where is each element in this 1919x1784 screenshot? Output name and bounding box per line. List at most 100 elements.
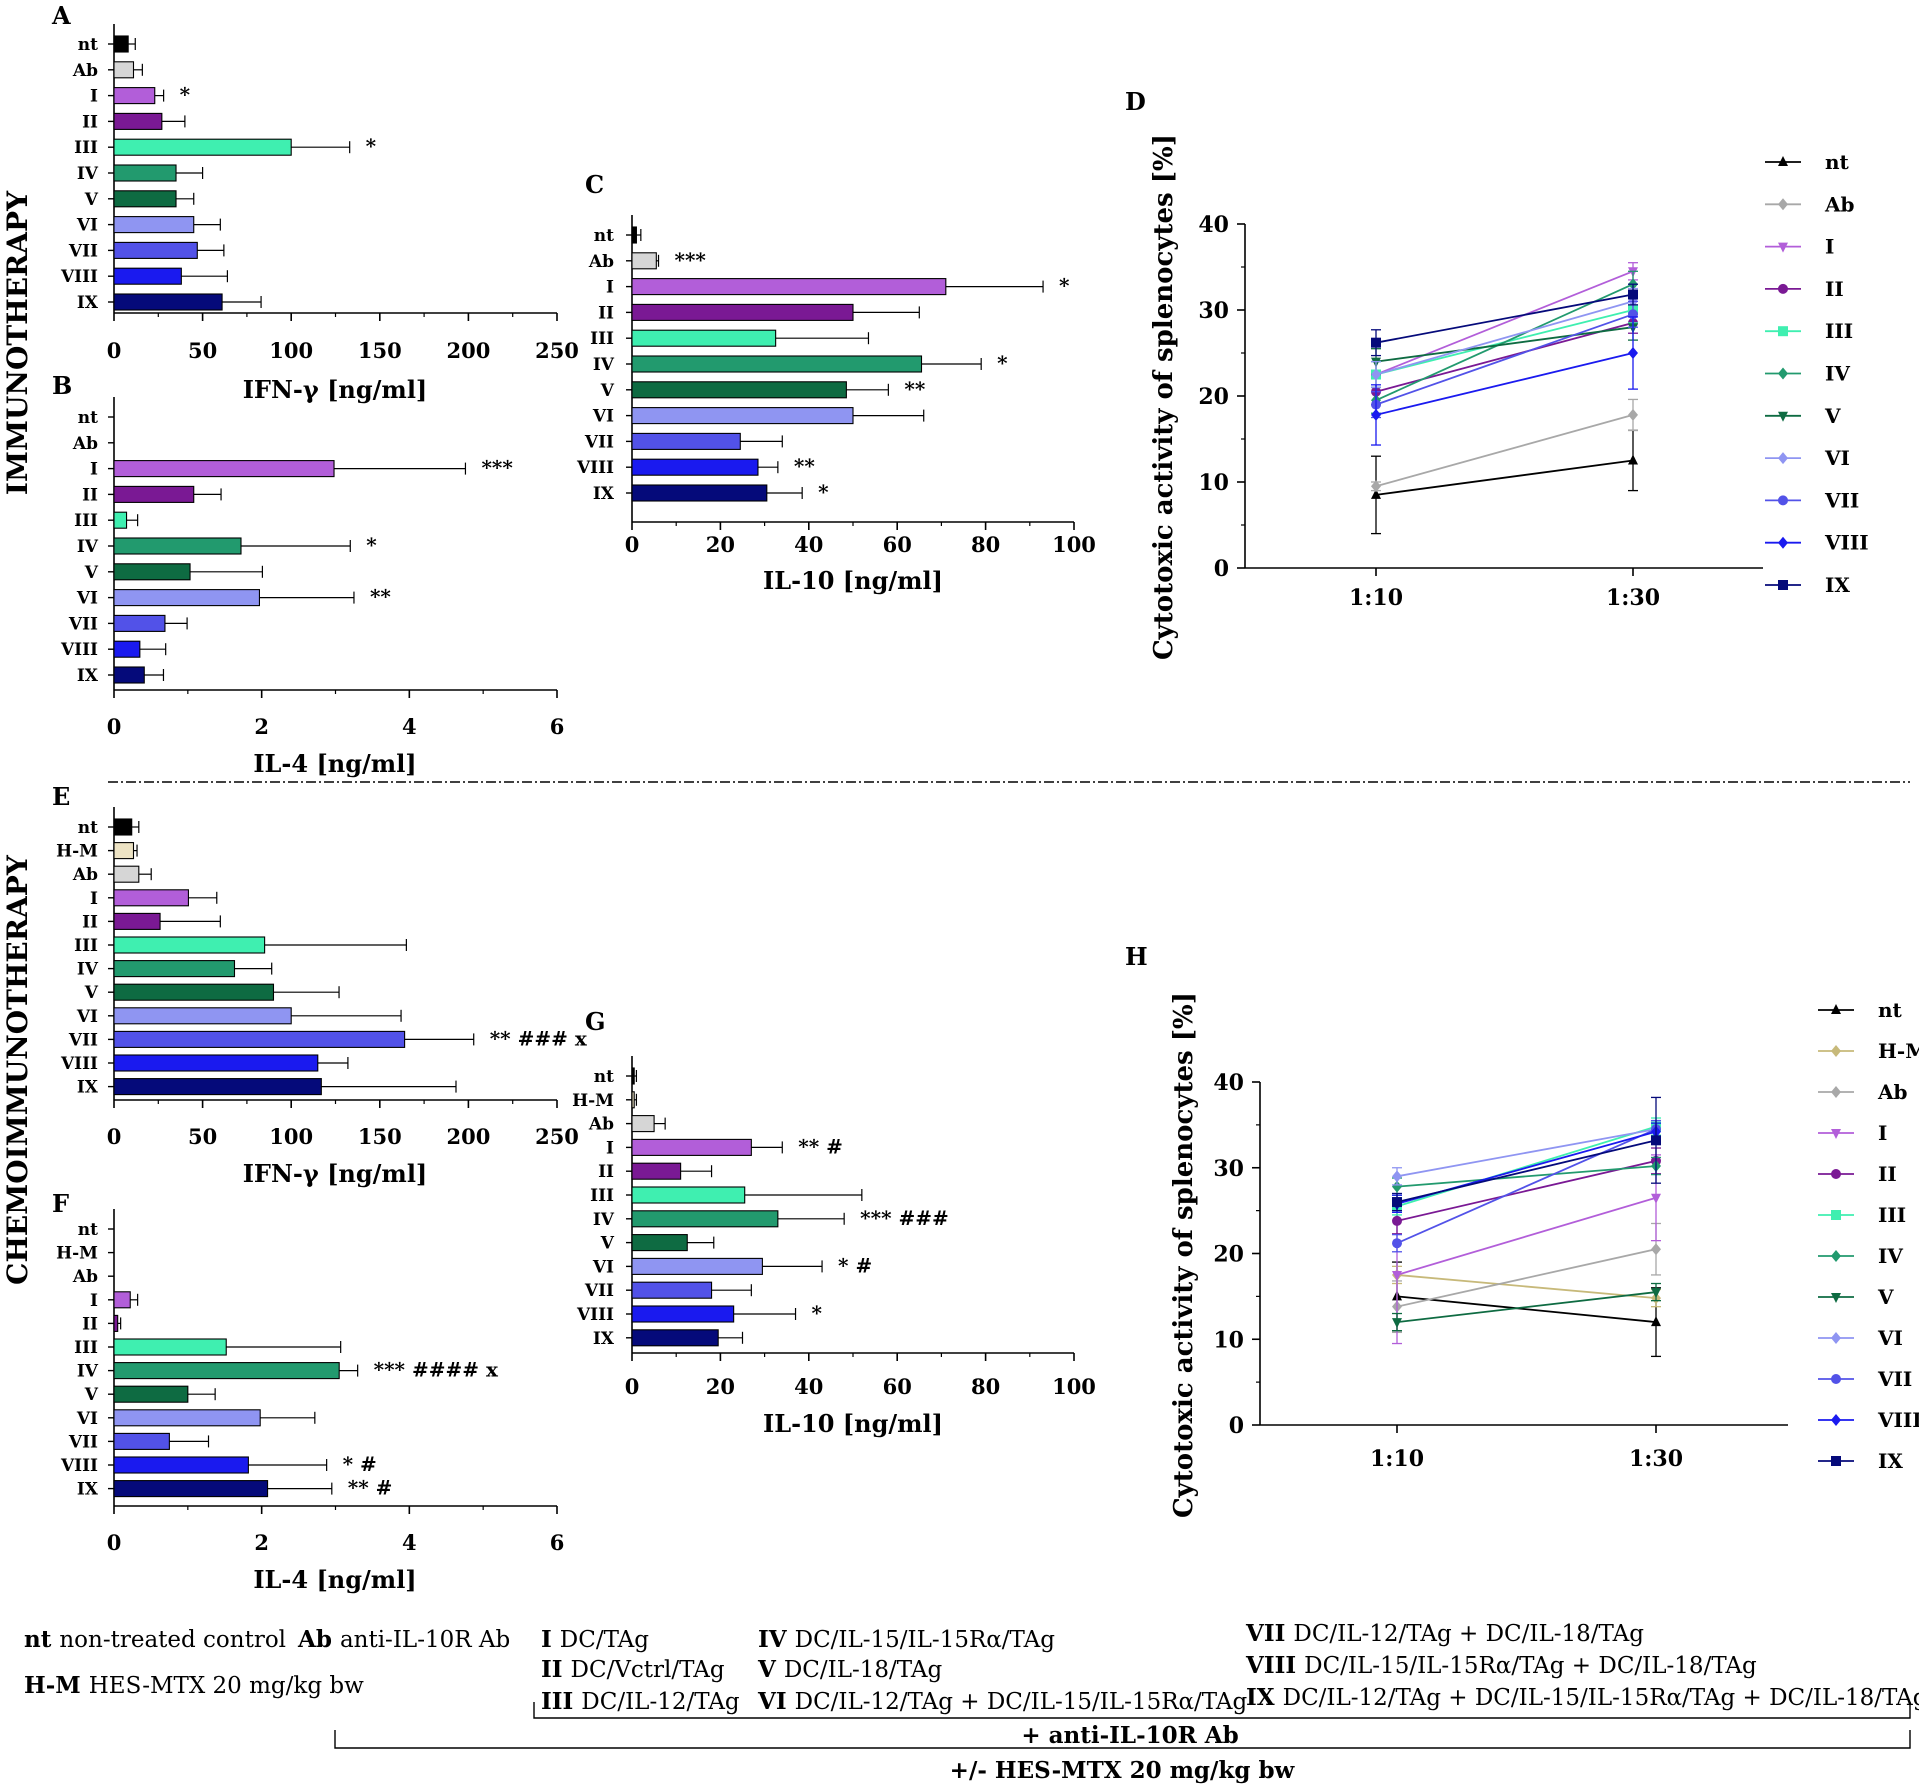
data-point-D-VIII [1628,347,1638,359]
category-label-C: VI [592,407,614,427]
bar-G-IX [631,1329,719,1347]
bar-C-VI [631,407,854,425]
legend-marker-H [1831,1456,1841,1466]
series-line-D-Ab [1375,414,1634,488]
bar-E-IV [113,960,236,978]
bar-F-II [113,1314,119,1332]
legend-marker-H [1831,1414,1841,1426]
category-label-B: IX [77,666,99,686]
series-line-H-II [1396,1160,1657,1222]
x-tick-label-C: 60 [883,532,912,557]
bar-A-VII [113,241,198,259]
legend-marker-H [1831,1374,1841,1384]
category-label-G: H-M [572,1091,614,1111]
bar-A-II [113,112,163,130]
category-label-G: I [606,1138,614,1158]
y-tick-label-D: 40 [1198,212,1229,238]
series-line-H-IV [1396,1165,1657,1188]
x-tick-label-G: 100 [1052,1374,1096,1399]
x-tick-label-C: 100 [1052,532,1096,557]
category-label-B: VIII [60,640,98,660]
legend-code: VII [1245,1620,1293,1647]
y-axis-label-D: Cytotoxic activity of splenocytes [%] [1149,134,1179,660]
series-line-D-VII [1375,313,1634,406]
y-tick-label-D: 30 [1198,298,1229,324]
panel-letter-C: C [585,170,604,199]
legend-label-H: II [1878,1162,1897,1186]
category-label-C: III [590,329,614,349]
bar-B-III [113,511,128,529]
significance-mark-G: ** # [798,1134,843,1158]
bar-E-III [113,936,266,954]
x-tick-label-G: 20 [706,1374,735,1399]
legend-marker-H [1831,1169,1841,1179]
legend-entry: VII DC/IL-12/TAg + DC/IL-18/TAg [1245,1620,1644,1647]
category-label-E: V [84,983,99,1003]
legend-description: non-treated control [59,1627,286,1653]
legend-label-H: VIII [1877,1408,1919,1432]
bar-A-VIII [113,267,182,285]
legend-code: VIII [1245,1652,1304,1679]
bar-G-VII [631,1281,713,1299]
category-label-E: H-M [56,842,98,862]
legend-code: IX [1246,1684,1283,1711]
bar-F-IX [113,1480,269,1498]
category-label-E: VI [76,1007,98,1027]
x-tick-label-F: 6 [550,1530,565,1555]
data-point-D-Ab [1371,480,1381,493]
legend-marker-D [1778,580,1788,590]
y-tick-label-D: 20 [1198,384,1229,410]
category-label-C: IX [593,484,615,504]
category-label-F: IV [77,1362,99,1382]
legend-label-H: H-M [1878,1039,1919,1063]
legend-label-D: V [1824,404,1841,428]
legend-code: II [541,1656,571,1683]
category-label-C: V [600,381,615,401]
legend-label-D: Ab [1824,192,1855,216]
legend-label-H: VII [1877,1367,1912,1391]
x-tick-label-D: 1:10 [1349,585,1403,611]
bar-A-nt [113,35,129,53]
series-line-D-IV [1375,283,1634,402]
x-axis-label-F: IL-4 [ng/ml] [253,1565,416,1594]
bar-G-III [631,1186,746,1204]
x-tick-label-E: 150 [358,1124,402,1149]
x-tick-label-B: 6 [550,714,565,739]
significance-mark-F: * # [343,1452,377,1476]
category-label-A: nt [78,35,98,55]
chart-H: H 0 10 20 30 40 1:10 1:30 Cytotoxic activity of … [1125,942,1919,1518]
category-label-F: I [90,1291,98,1311]
category-label-A: I [90,87,98,107]
series-line-D-VI [1375,300,1634,376]
bar-A-Ab [113,61,135,79]
legend-marker-H [1831,1086,1841,1098]
category-label-A: II [82,112,98,132]
x-tick-label-H: 1:10 [1370,1446,1424,1472]
bar-B-VII [113,614,166,632]
data-point-H-IV [1392,1180,1402,1193]
legend-label-D: VI [1824,446,1850,470]
x-tick-label-E: 50 [188,1124,217,1149]
category-label-F: nt [78,1220,98,1240]
category-label-G: III [590,1186,614,1206]
significance-mark-G: * # [838,1253,872,1277]
x-tick-label-E: 250 [535,1124,579,1149]
bar-C-nt [631,226,637,244]
legend-description: DC/IL-12/TAg + DC/IL-15/IL-15Rα/TAg + DC… [1283,1685,1919,1711]
x-tick-label-F: 4 [402,1530,417,1555]
legend-marker-H [1831,1129,1841,1139]
significance-mark-G: * [812,1301,823,1325]
significance-mark-C: * [1059,274,1070,298]
series-line-D-nt [1375,459,1634,496]
category-label-B: II [82,485,98,505]
category-label-A: III [74,138,98,158]
x-tick-label-F: 2 [254,1530,269,1555]
significance-mark-C: *** [675,248,707,272]
category-label-G: Ab [588,1115,614,1135]
legend-entry: IV DC/IL-15/IL-15Rα/TAg [758,1626,1055,1653]
series-line-H-III [1396,1125,1657,1208]
y-tick-label-D: 0 [1214,556,1229,582]
category-label-A: IX [77,293,99,313]
